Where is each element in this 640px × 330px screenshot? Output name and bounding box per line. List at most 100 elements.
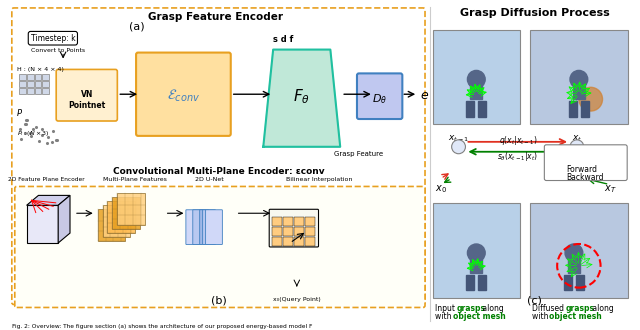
Text: P: P	[17, 109, 22, 118]
Point	[16, 136, 26, 142]
Point	[35, 139, 45, 144]
Circle shape	[579, 87, 602, 111]
Bar	[470, 81, 482, 99]
Point	[20, 130, 30, 135]
FancyBboxPatch shape	[433, 30, 520, 124]
Text: (c): (c)	[527, 296, 542, 306]
Bar	[108, 201, 135, 233]
Text: with: with	[532, 313, 550, 321]
Point	[26, 134, 36, 139]
Text: $s_\theta(x_{t-1}|x_t)$: $s_\theta(x_{t-1}|x_t)$	[497, 150, 538, 163]
Bar	[27, 81, 33, 87]
FancyBboxPatch shape	[193, 210, 205, 245]
Bar	[576, 275, 584, 290]
Bar	[42, 88, 49, 94]
FancyBboxPatch shape	[205, 210, 222, 245]
Point	[28, 126, 38, 131]
Bar	[27, 205, 58, 243]
Text: (b): (b)	[211, 296, 227, 306]
Bar	[19, 74, 26, 80]
FancyBboxPatch shape	[433, 203, 520, 298]
Bar	[470, 255, 482, 273]
FancyBboxPatch shape	[357, 73, 403, 119]
Text: with: with	[435, 313, 454, 321]
Bar	[305, 237, 315, 246]
Text: $q(x_t|x_{t-1})$: $q(x_t|x_{t-1})$	[499, 134, 537, 147]
Text: s d f: s d f	[273, 35, 294, 44]
Polygon shape	[58, 195, 70, 243]
Text: Input: Input	[435, 305, 457, 314]
Text: x₀(Query Point): x₀(Query Point)	[273, 297, 321, 302]
Bar	[42, 74, 49, 80]
Circle shape	[467, 244, 485, 262]
Bar	[294, 227, 304, 236]
Point	[37, 132, 47, 137]
Bar	[35, 74, 42, 80]
Bar	[35, 88, 42, 94]
Point	[42, 140, 52, 145]
Point	[51, 138, 61, 143]
Point	[37, 126, 47, 132]
Text: Grasp Feature Encoder: Grasp Feature Encoder	[148, 12, 284, 22]
Text: $\mathcal{E}_{conv}$: $\mathcal{E}_{conv}$	[167, 87, 200, 104]
Circle shape	[570, 70, 588, 88]
Text: Timestep: k: Timestep: k	[31, 34, 75, 43]
Polygon shape	[263, 50, 340, 147]
Bar	[581, 101, 589, 117]
FancyBboxPatch shape	[203, 210, 216, 245]
Point	[48, 128, 58, 134]
Bar	[478, 275, 486, 290]
Point	[47, 140, 57, 145]
Point	[42, 134, 52, 139]
Text: 2D U-Net: 2D U-Net	[195, 177, 223, 182]
Text: Fig. 2: Overview: The figure section (a) shows the architecture of our proposed : Fig. 2: Overview: The figure section (a)…	[12, 324, 312, 329]
Bar	[272, 217, 282, 226]
Bar	[27, 74, 33, 80]
Text: $x_t$: $x_t$	[572, 134, 582, 145]
Text: Convert to Points: Convert to Points	[31, 48, 84, 52]
Bar	[305, 217, 315, 226]
Bar	[113, 197, 140, 229]
FancyBboxPatch shape	[269, 209, 319, 247]
Text: object mesh: object mesh	[452, 313, 506, 321]
Point	[22, 118, 32, 123]
Text: grasps: grasps	[566, 305, 595, 314]
Point	[21, 121, 31, 126]
Text: $x_0$: $x_0$	[435, 183, 447, 195]
FancyBboxPatch shape	[529, 203, 628, 298]
Text: Backward: Backward	[566, 173, 604, 182]
Text: Bilinear Interpolation: Bilinear Interpolation	[286, 177, 353, 182]
Bar	[283, 227, 293, 236]
Bar	[564, 275, 572, 290]
FancyBboxPatch shape	[186, 210, 203, 245]
Bar	[272, 227, 282, 236]
Bar	[272, 237, 282, 246]
Text: 2D Feature Plane Encoder: 2D Feature Plane Encoder	[8, 177, 84, 182]
Bar	[283, 237, 293, 246]
Text: VN
Pointnet: VN Pointnet	[68, 90, 106, 110]
Point	[25, 130, 35, 136]
Text: Grasp Diffusion Process: Grasp Diffusion Process	[460, 8, 609, 18]
Text: (a): (a)	[129, 22, 145, 32]
Bar	[278, 57, 288, 68]
Bar	[294, 237, 304, 246]
Bar	[467, 101, 474, 117]
Bar	[117, 193, 145, 225]
Bar	[573, 81, 585, 99]
Point	[15, 126, 25, 131]
FancyBboxPatch shape	[529, 30, 628, 124]
Text: grasps: grasps	[456, 305, 486, 314]
Bar	[19, 81, 26, 87]
Circle shape	[570, 140, 584, 154]
FancyBboxPatch shape	[15, 186, 425, 308]
FancyBboxPatch shape	[200, 210, 209, 245]
Text: along: along	[480, 305, 504, 314]
Text: e: e	[420, 89, 428, 102]
Circle shape	[467, 70, 485, 88]
Bar	[478, 101, 486, 117]
Text: Forward: Forward	[566, 165, 597, 174]
Bar	[294, 217, 304, 226]
Bar	[569, 101, 577, 117]
Text: object mesh: object mesh	[549, 313, 602, 321]
Bar	[283, 217, 293, 226]
